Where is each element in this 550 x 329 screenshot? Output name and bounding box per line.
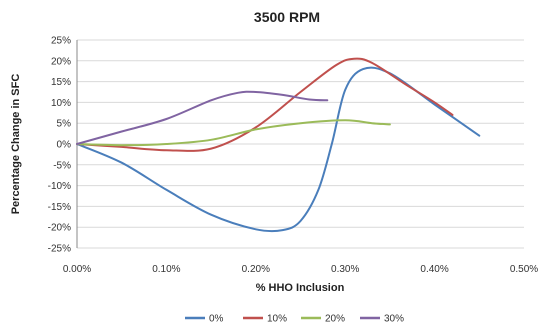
x-tick-label: 0.10% xyxy=(152,264,180,275)
plot-area xyxy=(76,57,481,233)
legend-label: 20% xyxy=(325,314,345,325)
chart-title: 3500 RPM xyxy=(254,9,320,25)
y-tick-label: 20% xyxy=(51,56,71,67)
y-tick-label: 25% xyxy=(51,36,71,47)
y-tick-label: -15% xyxy=(48,202,71,213)
x-axis: 0.00% 0.10% 0.20% 0.30% 0.40% 0.50% xyxy=(63,264,538,275)
legend: 0% 10% 20% 30% xyxy=(185,314,404,325)
series-line-10pct xyxy=(76,57,454,152)
y-tick-label: -25% xyxy=(48,244,71,255)
y-tick-label: -20% xyxy=(48,223,71,234)
x-axis-label: % HHO Inclusion xyxy=(256,282,345,294)
y-axis: 25% 20% 15% 10% 5% 0% -5% -10% -15% -20% -25% xyxy=(48,36,71,255)
y-tick-label: 0% xyxy=(57,140,72,151)
y-tick-label: -10% xyxy=(48,181,71,192)
y-tick-label: 15% xyxy=(51,77,71,88)
series-line-30pct xyxy=(76,90,329,145)
x-tick-label: 0.40% xyxy=(420,264,448,275)
series-line-20pct xyxy=(76,119,391,147)
x-tick-label: 0.50% xyxy=(510,264,538,275)
x-tick-label: 0.30% xyxy=(331,264,359,275)
y-tick-label: -5% xyxy=(53,160,71,171)
y-tick-label: 5% xyxy=(57,119,72,130)
legend-label: 30% xyxy=(384,314,404,325)
y-tick-label: 10% xyxy=(51,98,71,109)
x-tick-label: 0.00% xyxy=(63,264,91,275)
legend-label: 10% xyxy=(267,314,287,325)
x-tick-label: 0.20% xyxy=(242,264,270,275)
legend-label: 0% xyxy=(209,314,224,325)
y-axis-label: Percentage Change in SFC xyxy=(10,74,22,215)
